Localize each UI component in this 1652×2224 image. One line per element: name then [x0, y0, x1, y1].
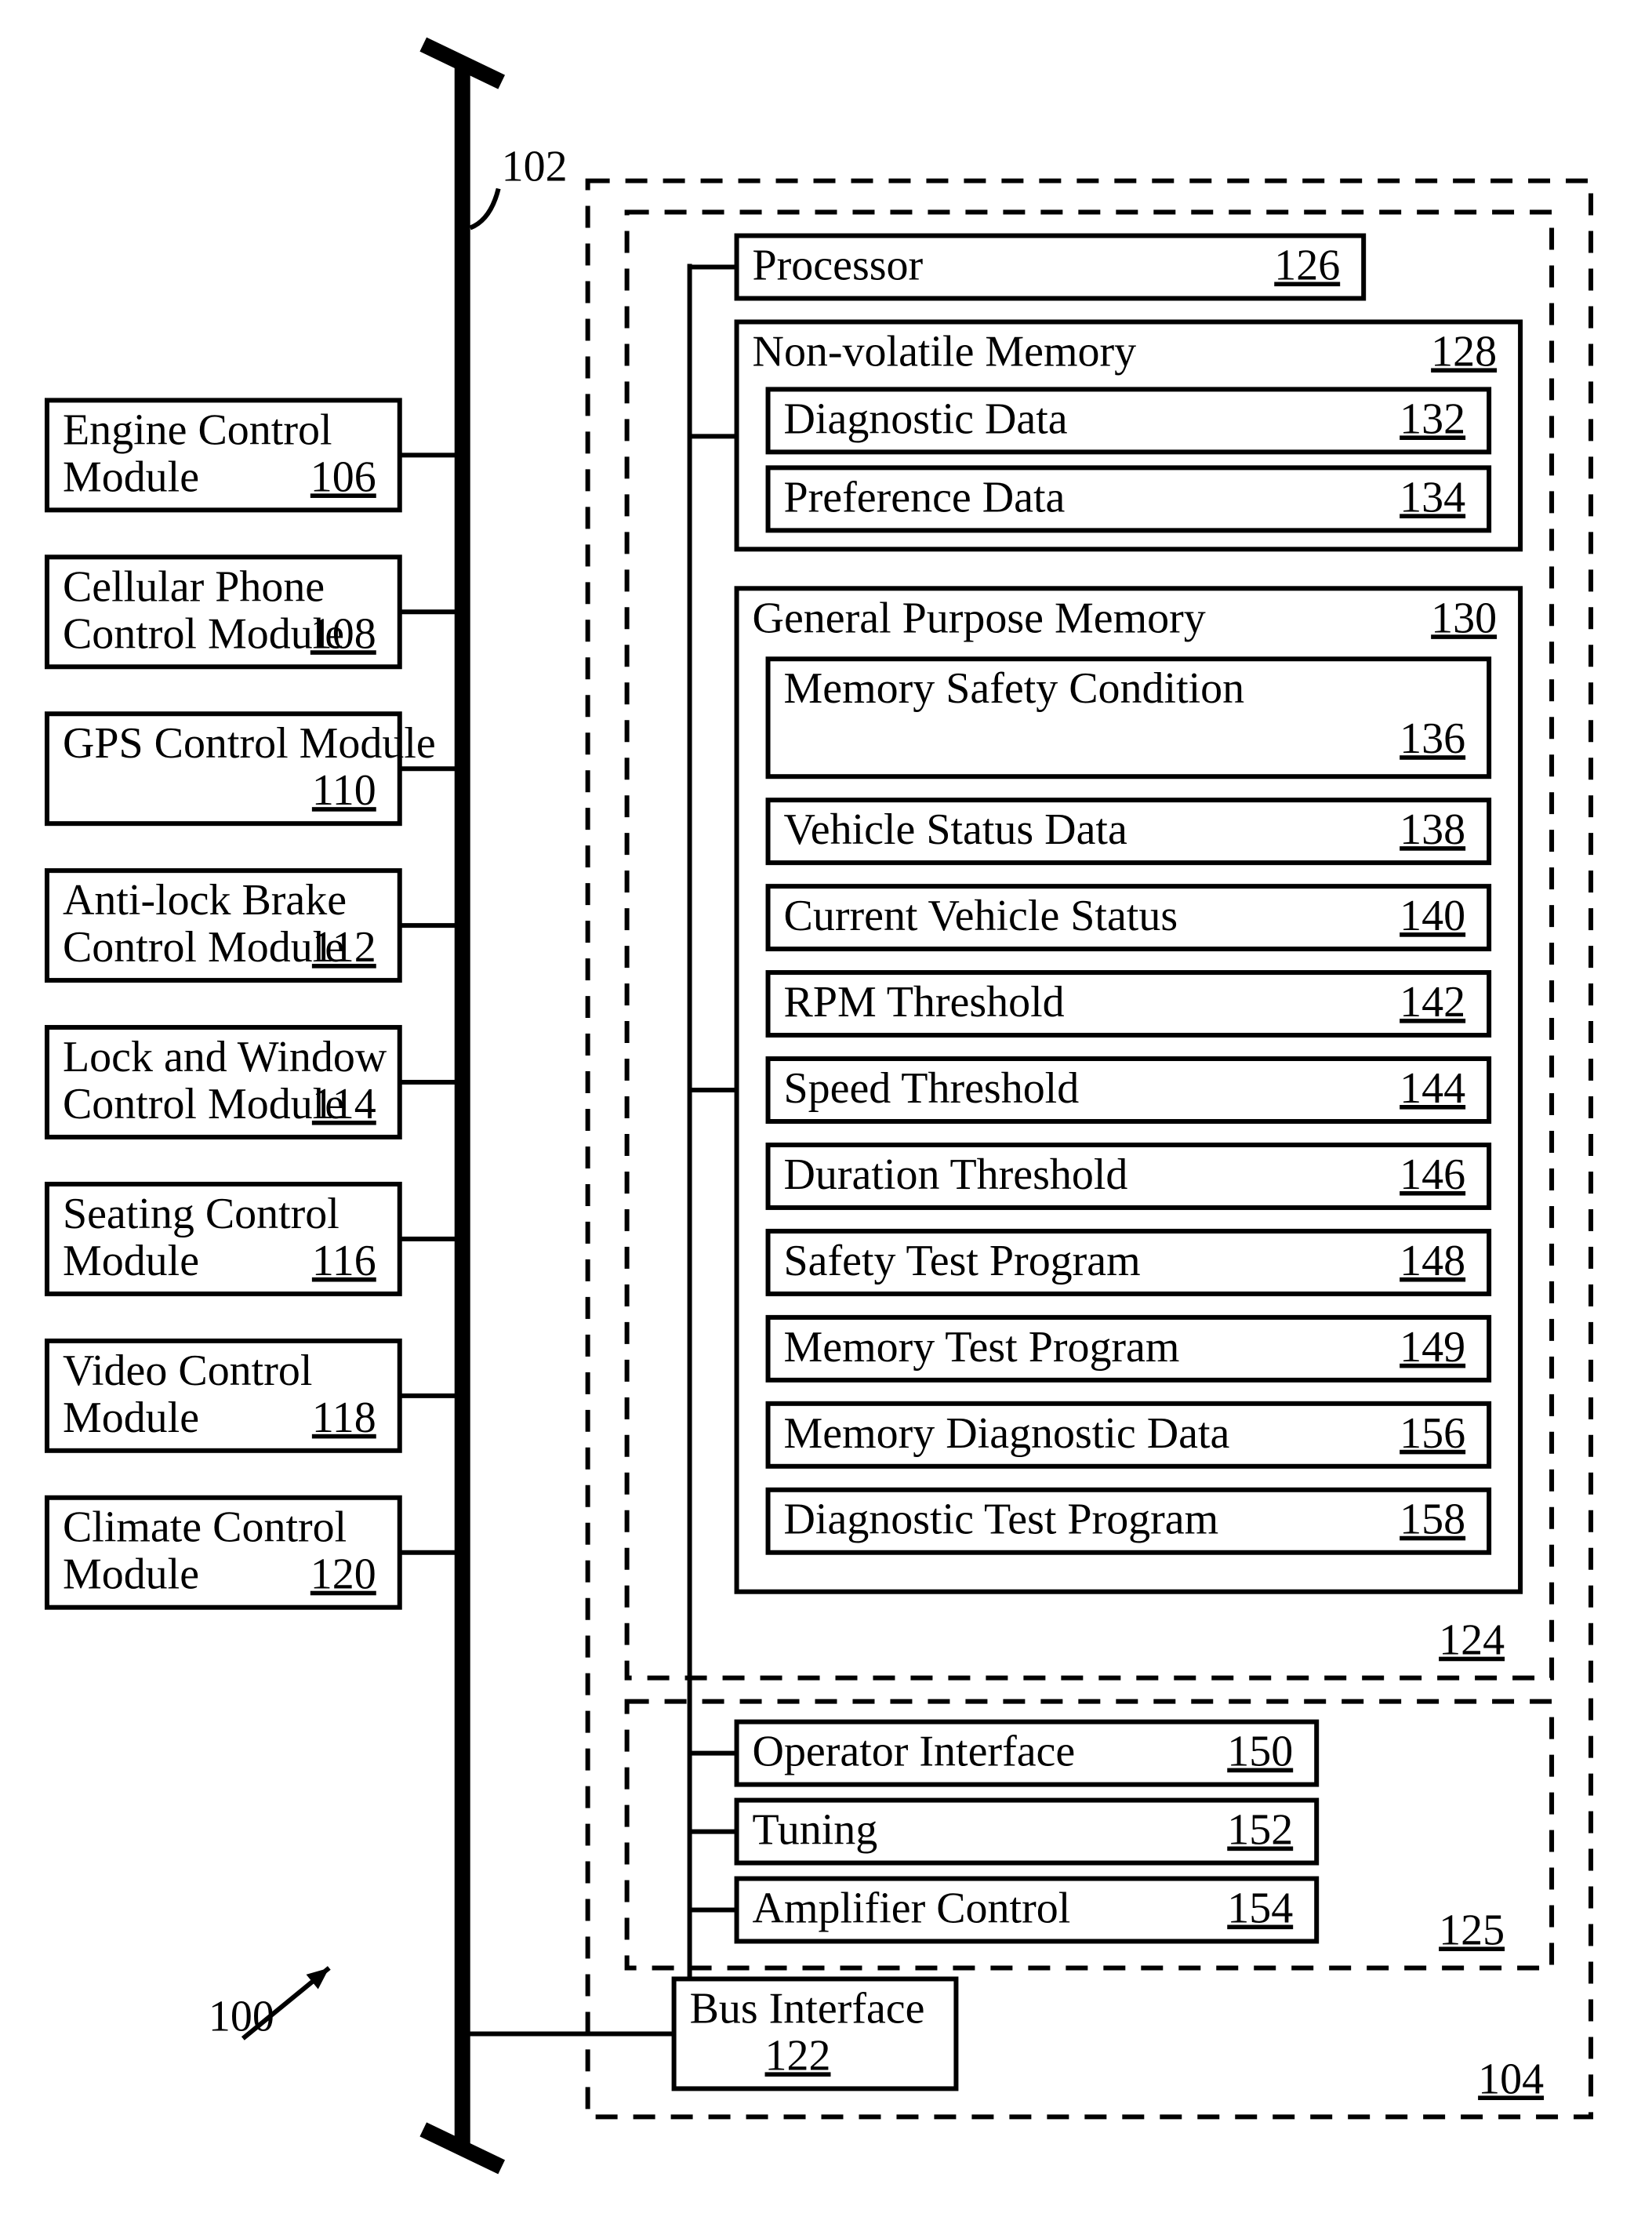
g125-item-label: Operator Interface — [753, 1728, 1076, 1776]
module-label: Anti-lock Brake — [63, 876, 347, 925]
gpm-item-label: Safety Test Program — [784, 1237, 1141, 1285]
gpm-item-ref: 156 — [1400, 1409, 1465, 1458]
module-label: Control Module — [63, 1080, 344, 1128]
g125-item-ref: 150 — [1227, 1728, 1293, 1776]
nvm-item-ref: 132 — [1400, 394, 1465, 443]
gpm-item-ref: 142 — [1400, 978, 1465, 1027]
module-label: Module — [63, 1550, 199, 1599]
module-label: Control Module — [63, 609, 344, 658]
module-label: Climate Control — [63, 1503, 347, 1552]
module-label: Engine Control — [63, 405, 332, 454]
gpm-item-ref: 144 — [1400, 1064, 1465, 1113]
module-label: Module — [63, 1237, 199, 1285]
module-label: Control Module — [63, 923, 344, 972]
module-label: Module — [63, 452, 199, 501]
gpm-item-label: Diagnostic Test Program — [784, 1495, 1219, 1544]
module-label: Module — [63, 1394, 199, 1442]
gpm-item-ref: 136 — [1400, 714, 1465, 763]
module-label: Cellular Phone — [63, 562, 325, 611]
gpm-item-ref: 146 — [1400, 1150, 1465, 1199]
module-label: Seating Control — [63, 1190, 339, 1238]
module-ref: 112 — [312, 923, 376, 972]
nvm-item-label: Preference Data — [784, 473, 1066, 521]
g125-item-ref: 154 — [1227, 1884, 1293, 1933]
module-ref: 120 — [310, 1550, 376, 1599]
gpm-item-ref: 140 — [1400, 892, 1465, 940]
group-124-ref: 124 — [1439, 1616, 1505, 1665]
bus-interface-ref: 122 — [765, 2031, 831, 2080]
nvm-item-ref: 134 — [1400, 473, 1465, 521]
gpm-item-ref: 148 — [1400, 1237, 1465, 1285]
module-ref: 108 — [310, 609, 376, 658]
gpm-item-label: Memory Diagnostic Data — [784, 1409, 1230, 1458]
gpm-item-label: Memory Safety Condition — [784, 664, 1245, 713]
outer-ref: 104 — [1478, 2055, 1544, 2103]
gpm-label: General Purpose Memory — [753, 594, 1206, 642]
g125-item-ref: 152 — [1227, 1806, 1293, 1855]
nvm-ref: 128 — [1431, 327, 1497, 376]
gpm-item-ref: 149 — [1400, 1323, 1465, 1372]
figure-ref: 100 — [209, 1992, 274, 2040]
gpm-item-label: Current Vehicle Status — [784, 892, 1178, 940]
nvm-label: Non-volatile Memory — [753, 327, 1137, 376]
module-label: Video Control — [63, 1346, 312, 1395]
gpm-item-ref: 158 — [1400, 1495, 1465, 1544]
module-ref: 116 — [312, 1237, 376, 1285]
module-ref: 110 — [312, 766, 376, 815]
bus-ref: 102 — [502, 143, 568, 191]
g125-item-label: Amplifier Control — [753, 1884, 1071, 1933]
processor-label: Processor — [753, 242, 924, 290]
module-label: GPS Control Module — [63, 719, 436, 768]
group-125-ref: 125 — [1439, 1906, 1505, 1954]
gpm-item-label: RPM Threshold — [784, 978, 1065, 1027]
module-ref: 118 — [312, 1394, 376, 1442]
gpm-item-label: Memory Test Program — [784, 1323, 1180, 1372]
bus-interface-label: Bus Interface — [690, 1984, 925, 2033]
gpm-item-ref: 138 — [1400, 805, 1465, 854]
nvm-item-label: Diagnostic Data — [784, 394, 1068, 443]
module-ref: 114 — [312, 1080, 376, 1128]
gpm-item-label: Duration Threshold — [784, 1150, 1128, 1199]
gpm-ref: 130 — [1431, 594, 1497, 642]
module-label: Lock and Window — [63, 1033, 387, 1081]
processor-ref: 126 — [1274, 242, 1340, 290]
g125-item-label: Tuning — [753, 1806, 878, 1855]
gpm-item-label: Speed Threshold — [784, 1064, 1080, 1113]
gpm-item-label: Vehicle Status Data — [784, 805, 1127, 854]
module-ref: 106 — [310, 452, 376, 501]
